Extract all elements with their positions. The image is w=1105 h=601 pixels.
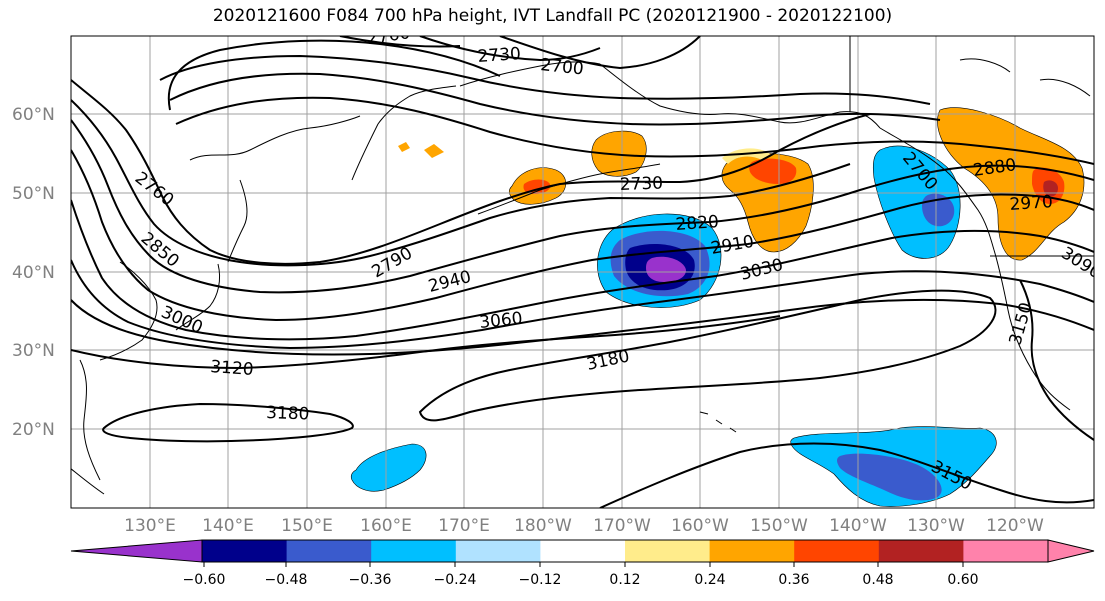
colorbar-segment	[540, 540, 626, 562]
colorbar-tick-label: 0.48	[862, 572, 893, 588]
latitude-labels: 60°N 50°N 40°N 30°N 20°N	[12, 105, 55, 440]
colorbar-segment	[455, 540, 541, 562]
lon-label: 160°E	[360, 516, 412, 536]
lat-label: 30°N	[12, 341, 55, 361]
ivt-negative-northeast	[872, 145, 961, 259]
contour-label: 2730	[619, 173, 663, 194]
lon-label: 150°E	[281, 516, 333, 536]
contour-e-coast	[1019, 279, 1094, 441]
contour-w7	[71, 298, 1094, 356]
longitude-labels: 130°E 140°E 150°E 160°E 170°E 180°W 170°…	[124, 516, 1044, 536]
plot-title: 2020121600 F084 700 hPa height, IVT Land…	[212, 6, 893, 26]
contour-3150	[599, 442, 1094, 508]
contour-label: 2730	[477, 44, 522, 67]
contour-n3	[175, 96, 1094, 165]
ivt-negative-central-pacific-4	[646, 256, 686, 282]
lon-label: 130°E	[124, 516, 176, 536]
colorbar-segment	[286, 540, 372, 562]
colorbar-tick-label: −0.48	[265, 572, 308, 588]
colorbar-segment	[371, 540, 457, 562]
contour-3180-west	[102, 402, 354, 443]
colorbar-segment	[709, 540, 795, 562]
contour-w1	[71, 79, 871, 265]
hawaii	[699, 411, 737, 433]
colorbar-segment	[202, 540, 288, 562]
colorbar-tick-label: −0.12	[519, 572, 562, 588]
lake-coast-north	[959, 58, 1091, 97]
colorbar-tick-label: −0.24	[434, 572, 477, 588]
contour-w2	[71, 99, 851, 267]
contour-labels: 2760 2730 2700 2760 2850 2940 3000 3120 …	[131, 36, 1094, 495]
lon-label: 150°W	[750, 516, 808, 536]
coast-taiwan-phil	[71, 468, 105, 495]
contour-n1	[159, 54, 931, 105]
lon-label: 170°E	[438, 516, 490, 536]
coast-asia-north	[189, 115, 361, 161]
height-contours	[71, 36, 1094, 508]
lon-label: 180°W	[514, 516, 572, 536]
ivt-negative-subtropical-west	[350, 443, 427, 492]
lat-label: 60°N	[12, 105, 55, 125]
colorbar-under-extension	[70, 539, 203, 563]
contour-label: 2820	[675, 212, 720, 235]
contour-ring-nw	[167, 39, 501, 111]
contour-3180-main	[418, 289, 997, 422]
contour-n2	[169, 72, 941, 126]
coast-alaska-south	[599, 63, 881, 129]
ivt-positive-westcoast-3	[1043, 180, 1058, 197]
colorbar-tick-label: 0.12	[609, 572, 640, 588]
lon-label: 130°W	[907, 516, 965, 536]
colorbar-segment	[625, 540, 711, 562]
ivt-positive-gulf-2	[749, 158, 797, 184]
contour-w5	[71, 199, 1094, 341]
coast-japan	[175, 263, 221, 331]
lon-label: 120°W	[986, 516, 1044, 536]
colorbar-segment	[878, 540, 964, 562]
lon-label: 160°W	[671, 516, 729, 536]
ivt-positive-kamchatka-2	[424, 144, 444, 158]
contour-w6	[71, 259, 1094, 350]
coast-korea-china	[99, 261, 158, 361]
ivt-positive-kamchatka-1	[398, 142, 410, 152]
aleutian-chain	[477, 163, 661, 215]
contour-label: 3120	[210, 357, 255, 380]
contour-label: 3060	[478, 309, 523, 333]
lon-label: 170°W	[593, 516, 651, 536]
graticule	[71, 36, 1094, 508]
colorbar-tick-label: −0.60	[183, 572, 226, 588]
coast-bc	[879, 127, 995, 251]
lat-label: 20°N	[12, 420, 55, 440]
colorbar-tick-label: 0.60	[947, 572, 978, 588]
map-frame	[70, 35, 1095, 509]
colorbar-tick-label: 0.36	[778, 572, 809, 588]
ivt-negative-subtropical-east-2	[837, 453, 942, 501]
contour-w4	[71, 149, 1094, 322]
contour-label: 2700	[539, 55, 584, 79]
contour-3120	[71, 315, 781, 370]
contour-label: 3180	[266, 403, 310, 424]
contour-label: 2970	[1009, 192, 1054, 215]
ivt-positive-bering	[591, 130, 647, 177]
lon-label: 140°W	[829, 516, 887, 536]
coast-china-south	[79, 359, 101, 481]
contour-w3	[71, 119, 1094, 294]
colorbar-segment	[794, 540, 880, 562]
colorbar-over-extension	[1047, 539, 1095, 563]
colorbar-tick-label: −0.36	[349, 572, 392, 588]
lon-label: 140°E	[202, 516, 254, 536]
contour-2760-north	[339, 36, 461, 48]
contour-2700	[499, 36, 701, 70]
lat-label: 40°N	[12, 263, 55, 283]
ivt-shading	[350, 107, 1085, 507]
colorbar: −0.60 −0.48 −0.36 −0.24 −0.12 0.12 0.24 0.36 0.4…	[70, 539, 1095, 588]
coast-uscoast	[993, 249, 1071, 411]
colorbar-segment	[963, 540, 1049, 562]
coast-sea-of-okhotsk	[227, 179, 248, 263]
lat-label: 50°N	[12, 184, 55, 204]
colorbar-tick-label: 0.24	[694, 572, 725, 588]
